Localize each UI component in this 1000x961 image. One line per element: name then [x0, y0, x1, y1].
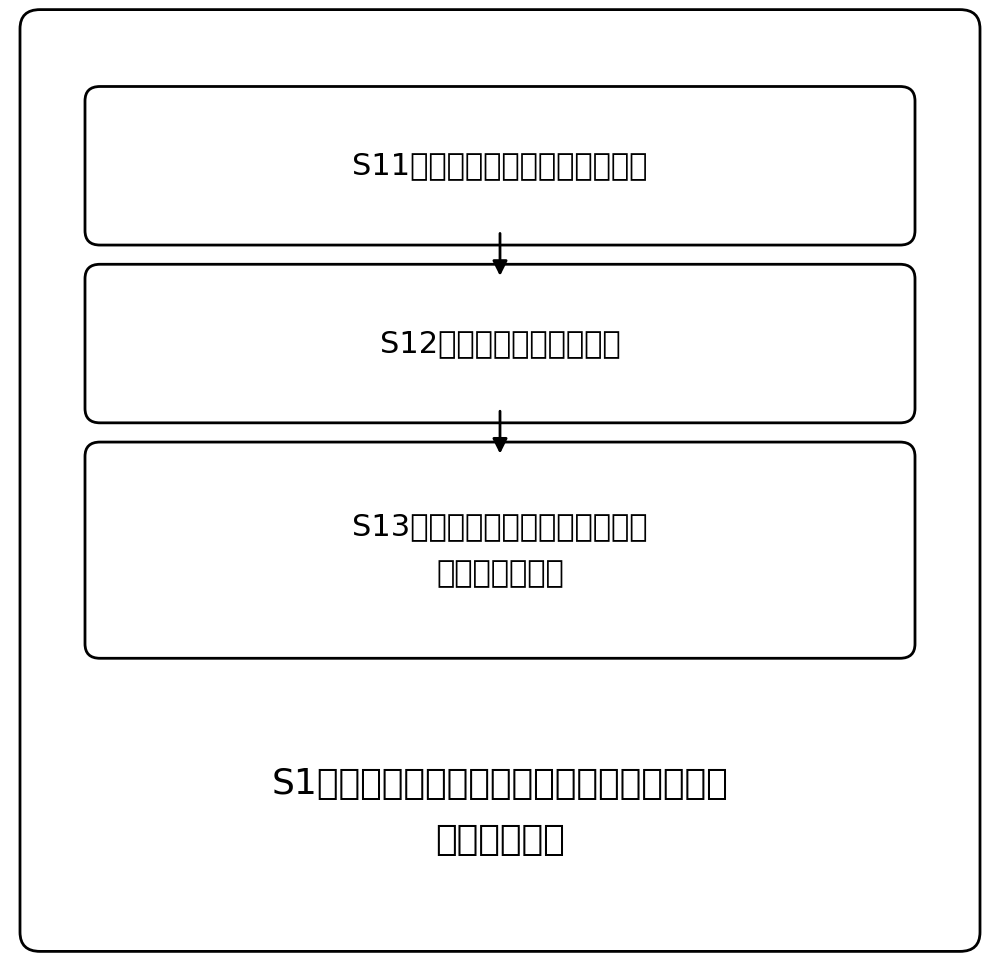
Text: S13：基于第一目标信息和速度信
息创建数学模型: S13：基于第一目标信息和速度信 息创建数学模型 — [352, 512, 648, 588]
FancyBboxPatch shape — [85, 264, 915, 423]
Text: S11：获取无人艇的第一目标信息: S11：获取无人艇的第一目标信息 — [352, 151, 648, 181]
FancyBboxPatch shape — [85, 86, 915, 245]
FancyBboxPatch shape — [85, 442, 915, 658]
Text: S12：获取海流的速度信息: S12：获取海流的速度信息 — [380, 329, 620, 358]
Text: S1：创建无人艇在海流干扰状态下的相对速度
运动数学模型: S1：创建无人艇在海流干扰状态下的相对速度 运动数学模型 — [272, 767, 728, 857]
FancyBboxPatch shape — [20, 10, 980, 951]
